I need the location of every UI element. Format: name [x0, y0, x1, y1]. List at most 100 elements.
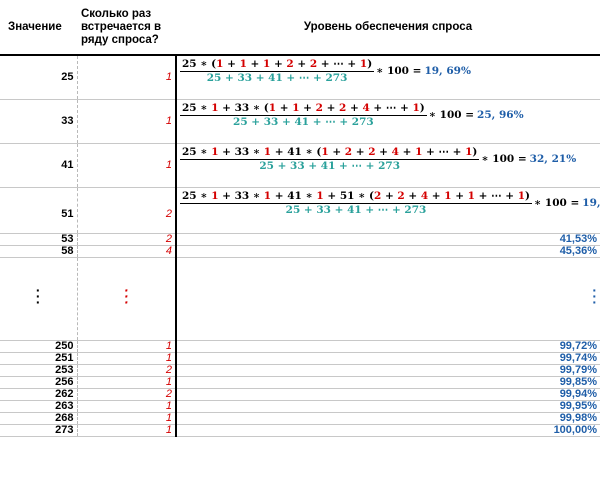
numerator-term: + — [381, 189, 398, 202]
header-level: Уровень обеспечения спроса — [176, 0, 600, 56]
level-cell: 45,36% — [176, 244, 600, 258]
numerator-term: 4 — [362, 101, 370, 114]
count-cell: 1 — [77, 423, 177, 437]
table-row: 268 1 99,98% — [0, 411, 600, 425]
value-cell: 256 — [0, 375, 78, 389]
numerator-term: 1 — [211, 189, 219, 202]
numerator-term: + — [398, 145, 416, 158]
vertical-dots-icon: · · · — [592, 282, 597, 310]
numerator-term: 2 — [368, 145, 376, 158]
formula-cell: 25 ∗ 1 + 33 ∗ 1 + 41 ∗ (1 + 2 + 2 + 4 + … — [176, 142, 600, 188]
fraction: 25 ∗ 1 + 33 ∗ 1 + 41 ∗ (1 + 2 + 2 + 4 + … — [180, 145, 480, 172]
fraction-numerator: 25 ∗ 1 + 33 ∗ (1 + 1 + 2 + 2 + 4 + ⋯ + 1… — [180, 101, 427, 115]
count-cell: 1 — [77, 339, 177, 353]
formula-row: 33 1 25 ∗ 1 + 33 ∗ (1 + 1 + 2 + 2 + 4 + ⋯ … — [0, 98, 600, 144]
numerator-term: 1 — [321, 145, 329, 158]
header-row: Значение Сколько раз встречается в ряду … — [0, 0, 600, 56]
level-cell: 99,85% — [176, 375, 600, 389]
demand-table: Значение Сколько раз встречается в ряду … — [0, 0, 600, 437]
table-row: 262 2 99,94% — [0, 387, 600, 401]
table-row: 273 1 100,00% — [0, 423, 600, 437]
table-row: 53 2 41,53% — [0, 232, 600, 246]
numerator-term: 1 — [316, 189, 324, 202]
numerator-term: + — [246, 58, 263, 70]
multiplier-text: ∗ 100 = — [376, 65, 422, 77]
formula: 25 ∗ 1 + 33 ∗ 1 + 41 ∗ 1 + 51 ∗ (2 + 2 +… — [180, 189, 600, 216]
numerator-term: + — [270, 58, 287, 70]
numerator-term: 2 — [339, 101, 347, 114]
numerator-term: + 41 ∗ — [271, 189, 317, 202]
numerator-term: + ⋯ + — [422, 145, 466, 158]
numerator-term: 1 — [263, 189, 272, 202]
header-count: Сколько раз встречается в ряду спроса? — [77, 0, 176, 56]
count-cell: 2 — [77, 363, 177, 377]
formula-cell: 25 ∗ 1 + 33 ∗ 1 + 41 ∗ 1 + 51 ∗ (2 + 2 +… — [176, 186, 600, 234]
table-row: 251 1 99,74% — [0, 351, 600, 365]
fraction-denominator: 25 + 33 + 41 + ⋯ + 273 — [259, 159, 401, 172]
result-value: 32, 21% — [529, 152, 577, 165]
multiplier-text: ∗ 100 = — [428, 108, 475, 121]
numerator-term: + — [299, 101, 316, 114]
table-row: 58 4 45,36% — [0, 244, 600, 258]
numerator-term: + — [276, 101, 293, 114]
numerator-term: + 51 ∗ ( — [323, 189, 374, 202]
value-cell: 58 — [0, 244, 78, 258]
level-cell: 99,98% — [176, 411, 600, 425]
formula: 25 ∗ 1 + 33 ∗ (1 + 1 + 2 + 2 + 4 + ⋯ + 1… — [180, 101, 597, 128]
numerator-term: 1 — [239, 58, 247, 70]
numerator-term: + 33 ∗ — [218, 145, 264, 158]
ellipsis-value: · · · — [0, 256, 78, 341]
numerator-term: + — [428, 189, 445, 202]
vertical-dots-icon: · · · — [35, 282, 41, 310]
numerator-term: 4 — [420, 189, 429, 202]
level-cell: 99,74% — [176, 351, 600, 365]
numerator-term: 1 — [444, 189, 452, 202]
numerator-term: 2 — [344, 145, 353, 158]
value-cell: 25 — [0, 54, 78, 100]
numerator-term: 1 — [467, 189, 475, 202]
fraction-bar — [180, 158, 480, 160]
multiplier-text: ∗ 100 = — [481, 152, 527, 165]
count-cell: 1 — [77, 98, 177, 144]
value-cell: 253 — [0, 363, 78, 377]
result-value: 19, 69% — [424, 65, 471, 77]
numerator-term: + — [352, 145, 369, 158]
level-cell: 41,53% — [176, 232, 600, 246]
fraction-bar — [180, 202, 532, 204]
count-cell: 2 — [77, 232, 177, 246]
fraction: 25 ∗ 1 + 33 ∗ (1 + 1 + 2 + 2 + 4 + ⋯ + 1… — [180, 101, 427, 128]
ellipsis-level: · · · — [176, 256, 600, 341]
numerator-term: 1 — [211, 145, 219, 158]
fraction: 25 ∗ 1 + 33 ∗ 1 + 41 ∗ 1 + 51 ∗ (2 + 2 +… — [180, 189, 532, 216]
numerator-term: 2 — [373, 189, 382, 202]
formula-row: 51 2 25 ∗ 1 + 33 ∗ 1 + 41 ∗ 1 + 51 ∗ (2 + … — [0, 186, 600, 234]
table-row: 253 2 99,79% — [0, 363, 600, 377]
count-cell: 2 — [77, 186, 177, 234]
value-cell: 263 — [0, 399, 78, 413]
numerator-term: ) — [367, 58, 373, 70]
numerator-term: + — [346, 101, 363, 114]
numerator-term: ) — [525, 189, 530, 202]
numerator-term: 1 — [517, 189, 526, 202]
result-value: 25, 96% — [477, 108, 524, 121]
numerator-term: ) — [472, 145, 478, 158]
table-row: 250 1 99,72% — [0, 339, 600, 353]
formula: 25 ∗ 1 + 33 ∗ 1 + 41 ∗ (1 + 2 + 2 + 4 + … — [180, 145, 597, 172]
fraction-bar — [180, 71, 375, 72]
value-cell: 51 — [0, 186, 78, 234]
level-cell: 99,79% — [176, 363, 600, 377]
numerator-term: + — [322, 101, 340, 114]
count-cell: 4 — [77, 244, 177, 258]
fraction-denominator: 25 + 33 + 41 + ⋯ + 273 — [285, 203, 427, 216]
level-cell: 99,95% — [176, 399, 600, 413]
fraction-numerator: 25 ∗ (1 + 1 + 1 + 2 + 2 + ⋯ + 1) — [180, 59, 374, 71]
fraction-denominator: 25 + 33 + 41 + ⋯ + 273 — [233, 115, 374, 128]
numerator-term: + ⋯ + — [369, 101, 413, 114]
numerator-term: 2 — [397, 189, 405, 202]
numerator-term: + — [451, 189, 468, 202]
numerator-term: 1 — [263, 145, 272, 158]
numerator-term: + 41 ∗ ( — [271, 145, 322, 158]
level-cell: 100,00% — [176, 423, 600, 437]
numerator-term: ) — [419, 101, 425, 114]
formula-row: 25 1 25 ∗ (1 + 1 + 1 + 2 + 2 + ⋯ + 1) 25 + … — [0, 54, 600, 100]
